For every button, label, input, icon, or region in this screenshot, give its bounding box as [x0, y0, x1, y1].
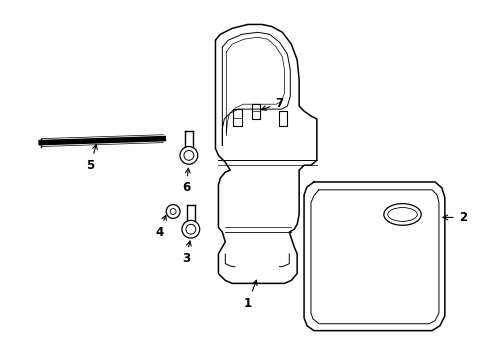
Text: 7: 7	[261, 97, 283, 110]
Text: 5: 5	[86, 144, 97, 172]
Text: 6: 6	[182, 168, 190, 194]
Text: 3: 3	[182, 241, 191, 265]
Text: 2: 2	[442, 211, 466, 224]
Text: 4: 4	[155, 215, 166, 239]
Text: 1: 1	[244, 280, 257, 310]
